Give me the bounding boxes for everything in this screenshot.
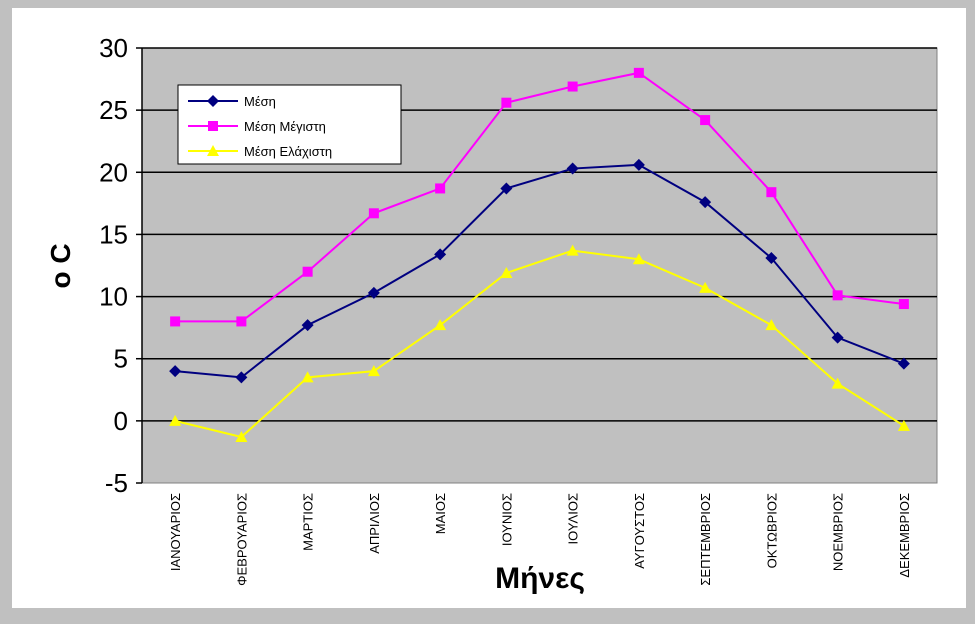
x-tick-label: ΜΑΡΤΙΟΣ (301, 493, 316, 551)
x-axis-ticks: ΙΑΝΟΥΑΡΙΟΣ ΦΕΒΡΟΥΑΡΙΟΣ ΜΑΡΤΙΟΣ ΑΠΡΙΛΙΟΣ ΜΑΙΟ… (168, 493, 912, 586)
data-point (170, 316, 181, 327)
series-group (169, 67, 910, 443)
data-point (208, 121, 218, 131)
series-3 (169, 244, 910, 443)
x-tick-label: ΜΑΙΟΣ (433, 493, 448, 534)
x-tick-label: ΙΟΥΝΙΟΣ (499, 493, 514, 546)
data-point (500, 266, 513, 278)
data-point (632, 253, 645, 265)
data-point (566, 162, 579, 175)
y-tick-label: 25 (99, 95, 128, 125)
x-tick-label: ΟΚΤΩΒΡΙΟΣ (764, 493, 779, 568)
y-tick-label: 15 (99, 219, 128, 249)
data-point (435, 183, 446, 194)
legend-item: Μέση (188, 94, 276, 109)
y-axis-title: o C (45, 243, 76, 288)
data-point (207, 145, 219, 156)
data-point (832, 290, 843, 301)
data-point (500, 182, 513, 195)
data-point (434, 248, 447, 261)
x-tick-label: ΦΕΒΡΟΥΑΡΙΟΣ (234, 493, 249, 586)
data-point (633, 67, 644, 78)
data-point (699, 281, 712, 293)
data-point (434, 319, 447, 331)
data-point (831, 377, 844, 389)
data-point (301, 319, 314, 332)
data-point (235, 431, 248, 443)
series-line (174, 249, 905, 439)
series-2 (170, 67, 909, 327)
legend-label: Μέση (244, 94, 276, 109)
legend-item: Μέση Μέγιστη (188, 119, 326, 134)
x-tick-label: ΝΟΕΜΒΡΙΟΣ (831, 493, 846, 571)
data-point (301, 371, 314, 383)
y-tick-label: 30 (99, 33, 128, 63)
y-tick-label: 5 (114, 344, 128, 374)
x-tick-label: ΣΕΠΤΕΜΒΡΙΟΣ (698, 493, 713, 586)
x-tick-label: ΑΥΓΟΥΣΤΟΣ (632, 493, 647, 569)
legend-item: Μέση Ελάχιστη (188, 144, 332, 159)
data-point (831, 331, 844, 344)
series-line (175, 71, 905, 323)
data-point (169, 414, 182, 426)
data-point (632, 158, 645, 171)
data-point (765, 319, 778, 331)
data-point (367, 286, 380, 299)
y-tick-label: 0 (114, 406, 128, 436)
y-axis-ticks: -5 0 5 10 15 20 25 30 (99, 33, 143, 498)
y-tick-label: -5 (105, 468, 128, 498)
y-tick-label: 10 (99, 282, 128, 312)
data-point (302, 266, 313, 277)
y-tick-label: 20 (99, 157, 128, 187)
x-axis-title: Μήνες (495, 562, 585, 595)
data-point (236, 316, 247, 327)
x-tick-label: ΔΕΚΕΜΒΡΙΟΣ (897, 493, 912, 578)
legend-label: Μέση Ελάχιστη (244, 144, 332, 159)
data-point (235, 371, 248, 384)
legend-label: Μέση Μέγιστη (244, 119, 326, 134)
data-point (567, 81, 578, 92)
x-tick-label: ΑΠΡΙΛΙΟΣ (367, 493, 382, 554)
data-point (169, 365, 182, 378)
data-point (766, 187, 777, 198)
line-chart: -5 0 5 10 15 20 25 30 ΙΑΝΟΥΑΡΙΟΣ ΦΕΒΡΟΥΑΡΙΟΣ ΜΑΡΤ… (45, 33, 938, 595)
series-line (175, 163, 905, 379)
data-point (501, 97, 512, 108)
series-1 (169, 158, 910, 384)
data-point (368, 208, 379, 219)
data-point (897, 357, 910, 370)
data-point (367, 365, 380, 377)
gridlines (142, 47, 937, 422)
data-point (898, 299, 909, 310)
data-point (699, 196, 712, 209)
data-point (897, 419, 910, 431)
data-point (566, 244, 579, 256)
data-point (207, 95, 219, 107)
legend: Μέση Μέση Μέγιστη Μέση Ελάχιστη (177, 84, 402, 165)
x-tick-label: ΙΑΝΟΥΑΡΙΟΣ (168, 493, 183, 571)
chart-frame: -5 0 5 10 15 20 25 30 ΙΑΝΟΥΑΡΙΟΣ ΦΕΒΡΟΥΑΡΙΟΣ ΜΑΡΤ… (12, 8, 966, 608)
data-point (700, 115, 711, 126)
x-tick-label: ΙΟΥΛΙΟΣ (566, 493, 581, 544)
data-point (765, 252, 778, 265)
